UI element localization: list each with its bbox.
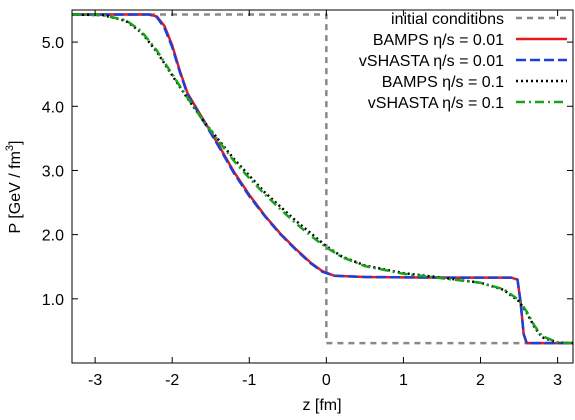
- y-axis-title-main: P [GeV / fm: [7, 151, 24, 233]
- legend-label: BAMPS η/s = 0.01: [373, 32, 504, 49]
- plot-frame: [71, 9, 574, 364]
- legend-label: vSHASTA η/s = 0.1: [368, 95, 504, 112]
- y-axis-title: P [GeV / fm3]: [4, 141, 24, 234]
- x-tick-label: 3: [553, 372, 562, 389]
- x-tick-label: -1: [242, 372, 256, 389]
- y-tick-label: 1.0: [42, 292, 64, 309]
- legend-label: initial conditions: [391, 11, 504, 28]
- series-layer: [71, 13, 574, 345]
- x-tick-label: 2: [476, 372, 485, 389]
- x-tick-label: 1: [399, 372, 408, 389]
- legend: initial conditions BAMPS η/s = 0.01 vSHAST…: [359, 11, 567, 112]
- tick-layer: -3 -2 -1 0 1 2 3 1.0 2.0 3.0 4.0 5.0: [42, 10, 573, 389]
- series-line-series-4: [71, 13, 574, 345]
- y-tick-label: 3.0: [42, 163, 64, 180]
- y-tick-label: 4.0: [42, 99, 64, 116]
- y-axis-title-close: ]: [7, 141, 24, 145]
- x-tick-label: -3: [88, 372, 102, 389]
- series-line-initial-conditions: [72, 13, 573, 345]
- legend-label: BAMPS η/s = 0.1: [382, 74, 504, 91]
- y-tick-label: 2.0: [42, 228, 64, 245]
- x-axis-title: z [fm]: [302, 397, 341, 414]
- series-line-series-2: [72, 13, 573, 345]
- y-axis-title-superscript: 3: [4, 145, 16, 151]
- y-tick-label: 5.0: [42, 35, 64, 52]
- legend-label: vSHASTA η/s = 0.01: [359, 53, 504, 70]
- x-tick-label: -2: [165, 372, 179, 389]
- x-tick-label: 0: [322, 372, 331, 389]
